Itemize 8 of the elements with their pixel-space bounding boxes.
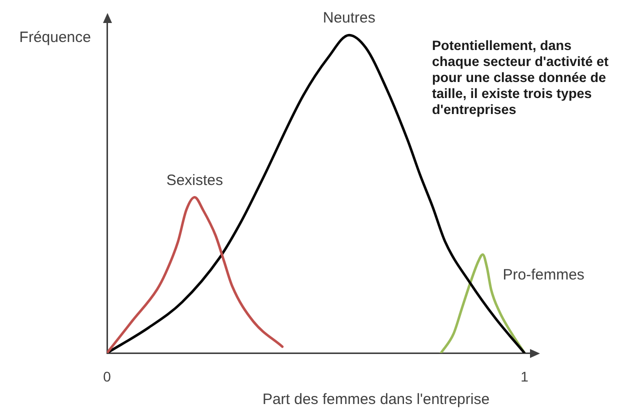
x-tick-label: 0 bbox=[103, 368, 112, 384]
y-axis-title: Fréquence bbox=[19, 29, 91, 46]
series-label: Pro-femmes bbox=[502, 266, 584, 284]
x-axis-title: Part des femmes dans l'entreprise bbox=[262, 391, 490, 408]
series-label: Neutres bbox=[322, 10, 376, 27]
annotation: Potentiellement, dans chaque secteur d'activité et pour une classe donnée de taille, il existe trois types d'entreprises bbox=[432, 38, 609, 118]
series-label: Sexistes bbox=[166, 172, 224, 189]
x-tick-label: 1 bbox=[520, 368, 529, 384]
